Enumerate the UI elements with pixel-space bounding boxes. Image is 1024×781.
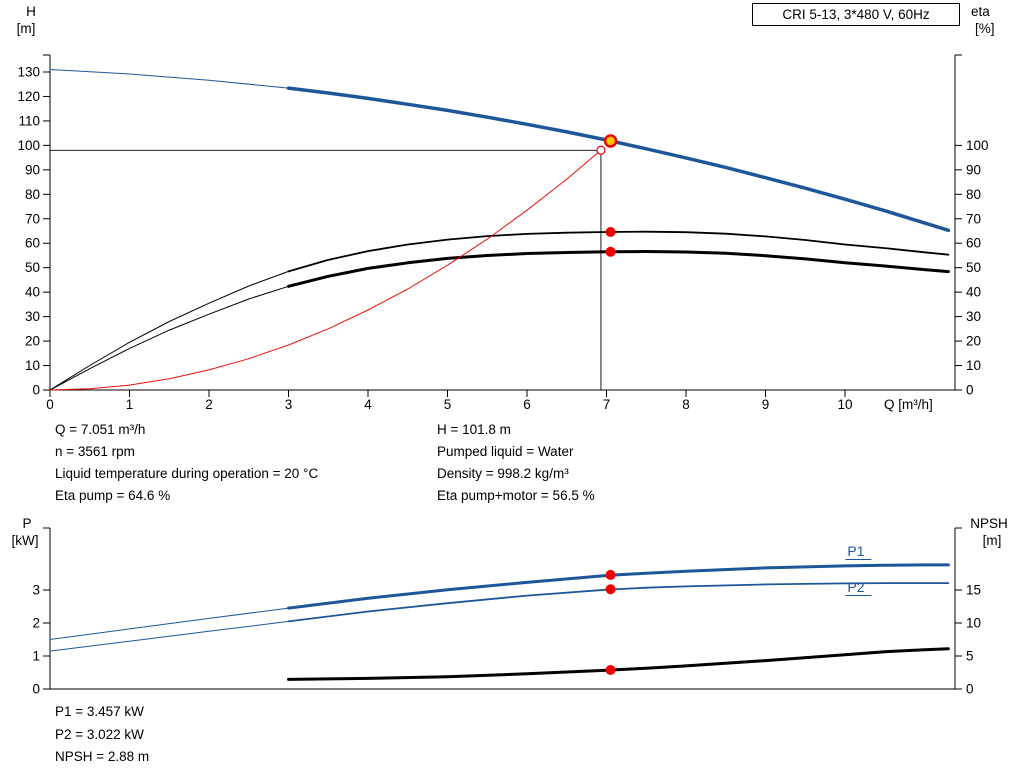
x-axis-title: Q [m³/h] xyxy=(884,397,933,412)
tick-label: 5 xyxy=(444,397,452,412)
npsh-curve xyxy=(287,647,950,681)
y-right-axis-title: eta xyxy=(971,4,990,19)
requested-duty-marker xyxy=(596,145,606,155)
hq-eta-chart: 0102030405060708090100110120130010203040… xyxy=(17,4,995,412)
tick-label: 1 xyxy=(32,649,40,664)
operating-point-dot xyxy=(605,569,616,580)
duty-info-right: H = 101.8 m Pumped liquid = Water Densit… xyxy=(437,419,595,507)
tick-label: 50 xyxy=(966,260,981,275)
tick-label: 15 xyxy=(966,583,981,598)
tick-label: 40 xyxy=(25,285,40,300)
tick-label: 30 xyxy=(966,309,981,324)
y-left-axis-title: [m] xyxy=(17,21,36,36)
head-curve xyxy=(286,86,951,233)
p2-curve-thin xyxy=(49,620,289,652)
tick-label: 20 xyxy=(25,334,40,349)
info-line-temp: Liquid temperature during operation = 20… xyxy=(55,466,319,481)
system-curve xyxy=(49,149,602,391)
info-line-p2: P2 = 3.022 kW xyxy=(55,726,144,742)
p1-curve-thin xyxy=(49,607,289,640)
y-left-axis-title: [kW] xyxy=(12,533,39,548)
tick-label: 6 xyxy=(523,397,531,412)
y-right-axis-title: NPSH xyxy=(970,516,1008,531)
tick-label: 120 xyxy=(17,89,40,104)
eta-pump-motor-curve-thin xyxy=(49,285,289,391)
duty-info-left: Q = 7.051 m³/h n = 3561 rpm Liquid tempe… xyxy=(55,419,318,507)
tick-label: 50 xyxy=(25,260,40,275)
info-line-q: Q = 7.051 m³/h xyxy=(55,422,146,437)
tick-label: 70 xyxy=(966,211,981,226)
pump-model-title: CRI 5-13, 3*480 V, 60Hz xyxy=(752,3,960,26)
tick-label: 30 xyxy=(25,309,40,324)
y-left-axis-title: P xyxy=(22,516,31,531)
p1-curve xyxy=(287,563,950,610)
power-npsh-chart: 0 1 2 3 0 5 10 15 P [kW] NPSH [m] P1 P2 xyxy=(12,516,1008,697)
tick-label: 10 xyxy=(25,358,40,373)
eta-pump-curve-thin xyxy=(49,270,289,391)
tick-label: 2 xyxy=(32,616,40,631)
tick-label: 0 xyxy=(32,682,40,697)
tick-label: 0 xyxy=(32,383,40,398)
tick-label: 5 xyxy=(966,649,974,664)
curve-label-p2: P2 xyxy=(847,579,864,595)
info-line-liquid: Pumped liquid = Water xyxy=(437,444,574,459)
tick-label: 60 xyxy=(966,236,981,251)
tick-label: 0 xyxy=(46,397,54,412)
y-left-axis-title: H xyxy=(26,4,36,19)
eta-pump-curve xyxy=(287,230,950,273)
tick-label: 8 xyxy=(682,397,690,412)
tick-label: 0 xyxy=(966,682,974,697)
tick-label: 80 xyxy=(25,187,40,202)
eta-pump-motor-curve xyxy=(287,250,950,288)
tick-label: 100 xyxy=(17,138,40,153)
tick-label: 100 xyxy=(966,138,989,153)
tick-label: 3 xyxy=(285,397,293,412)
tick-label: 3 xyxy=(32,583,40,598)
info-line-eta-total: Eta pump+motor = 56.5 % xyxy=(437,488,595,503)
operating-point-dot xyxy=(605,226,616,237)
tick-label: 90 xyxy=(966,162,981,177)
duty-point-marker xyxy=(603,134,618,148)
info-line-npsh: NPSH = 2.88 m xyxy=(55,749,150,764)
tick-label: 0 xyxy=(966,383,974,398)
tick-label: 20 xyxy=(966,334,981,349)
tick-label: 2 xyxy=(205,397,213,412)
tick-label: 80 xyxy=(966,187,981,202)
tick-label: 9 xyxy=(762,397,770,412)
info-line-p1: P1 = 3.457 kW xyxy=(55,704,144,719)
tick-label: 7 xyxy=(603,397,611,412)
tick-label: 130 xyxy=(17,64,40,79)
info-line-h: H = 101.8 m xyxy=(437,422,511,437)
tick-label: 1 xyxy=(126,397,134,412)
info-line-eta-pump: Eta pump = 64.6 % xyxy=(55,488,171,503)
y-right-axis-title: [m] xyxy=(983,533,1002,548)
p2-curve xyxy=(287,582,950,623)
tick-label: 10 xyxy=(966,616,981,631)
info-line-density: Density = 998.2 kg/m³ xyxy=(437,466,569,481)
operating-point-dot xyxy=(605,246,616,257)
tick-label: 10 xyxy=(966,358,981,373)
info-line-n: n = 3561 rpm xyxy=(55,444,135,459)
tick-label: 10 xyxy=(837,397,852,412)
tick-label: 60 xyxy=(25,236,40,251)
tick-label: 40 xyxy=(966,285,981,300)
tick-label: 110 xyxy=(18,113,40,128)
power-info: P1 = 3.457 kW P2 = 3.022 kW NPSH = 2.88 … xyxy=(55,701,149,769)
tick-label: 4 xyxy=(364,397,372,412)
head-curve-thin xyxy=(49,69,289,89)
curve-label-p1: P1 xyxy=(847,543,864,559)
tick-label: 90 xyxy=(25,162,40,177)
operating-point-dot xyxy=(605,664,616,675)
operating-point-dot xyxy=(605,584,616,595)
y-right-axis-title: [%] xyxy=(975,21,995,36)
tick-label: 70 xyxy=(25,211,40,226)
